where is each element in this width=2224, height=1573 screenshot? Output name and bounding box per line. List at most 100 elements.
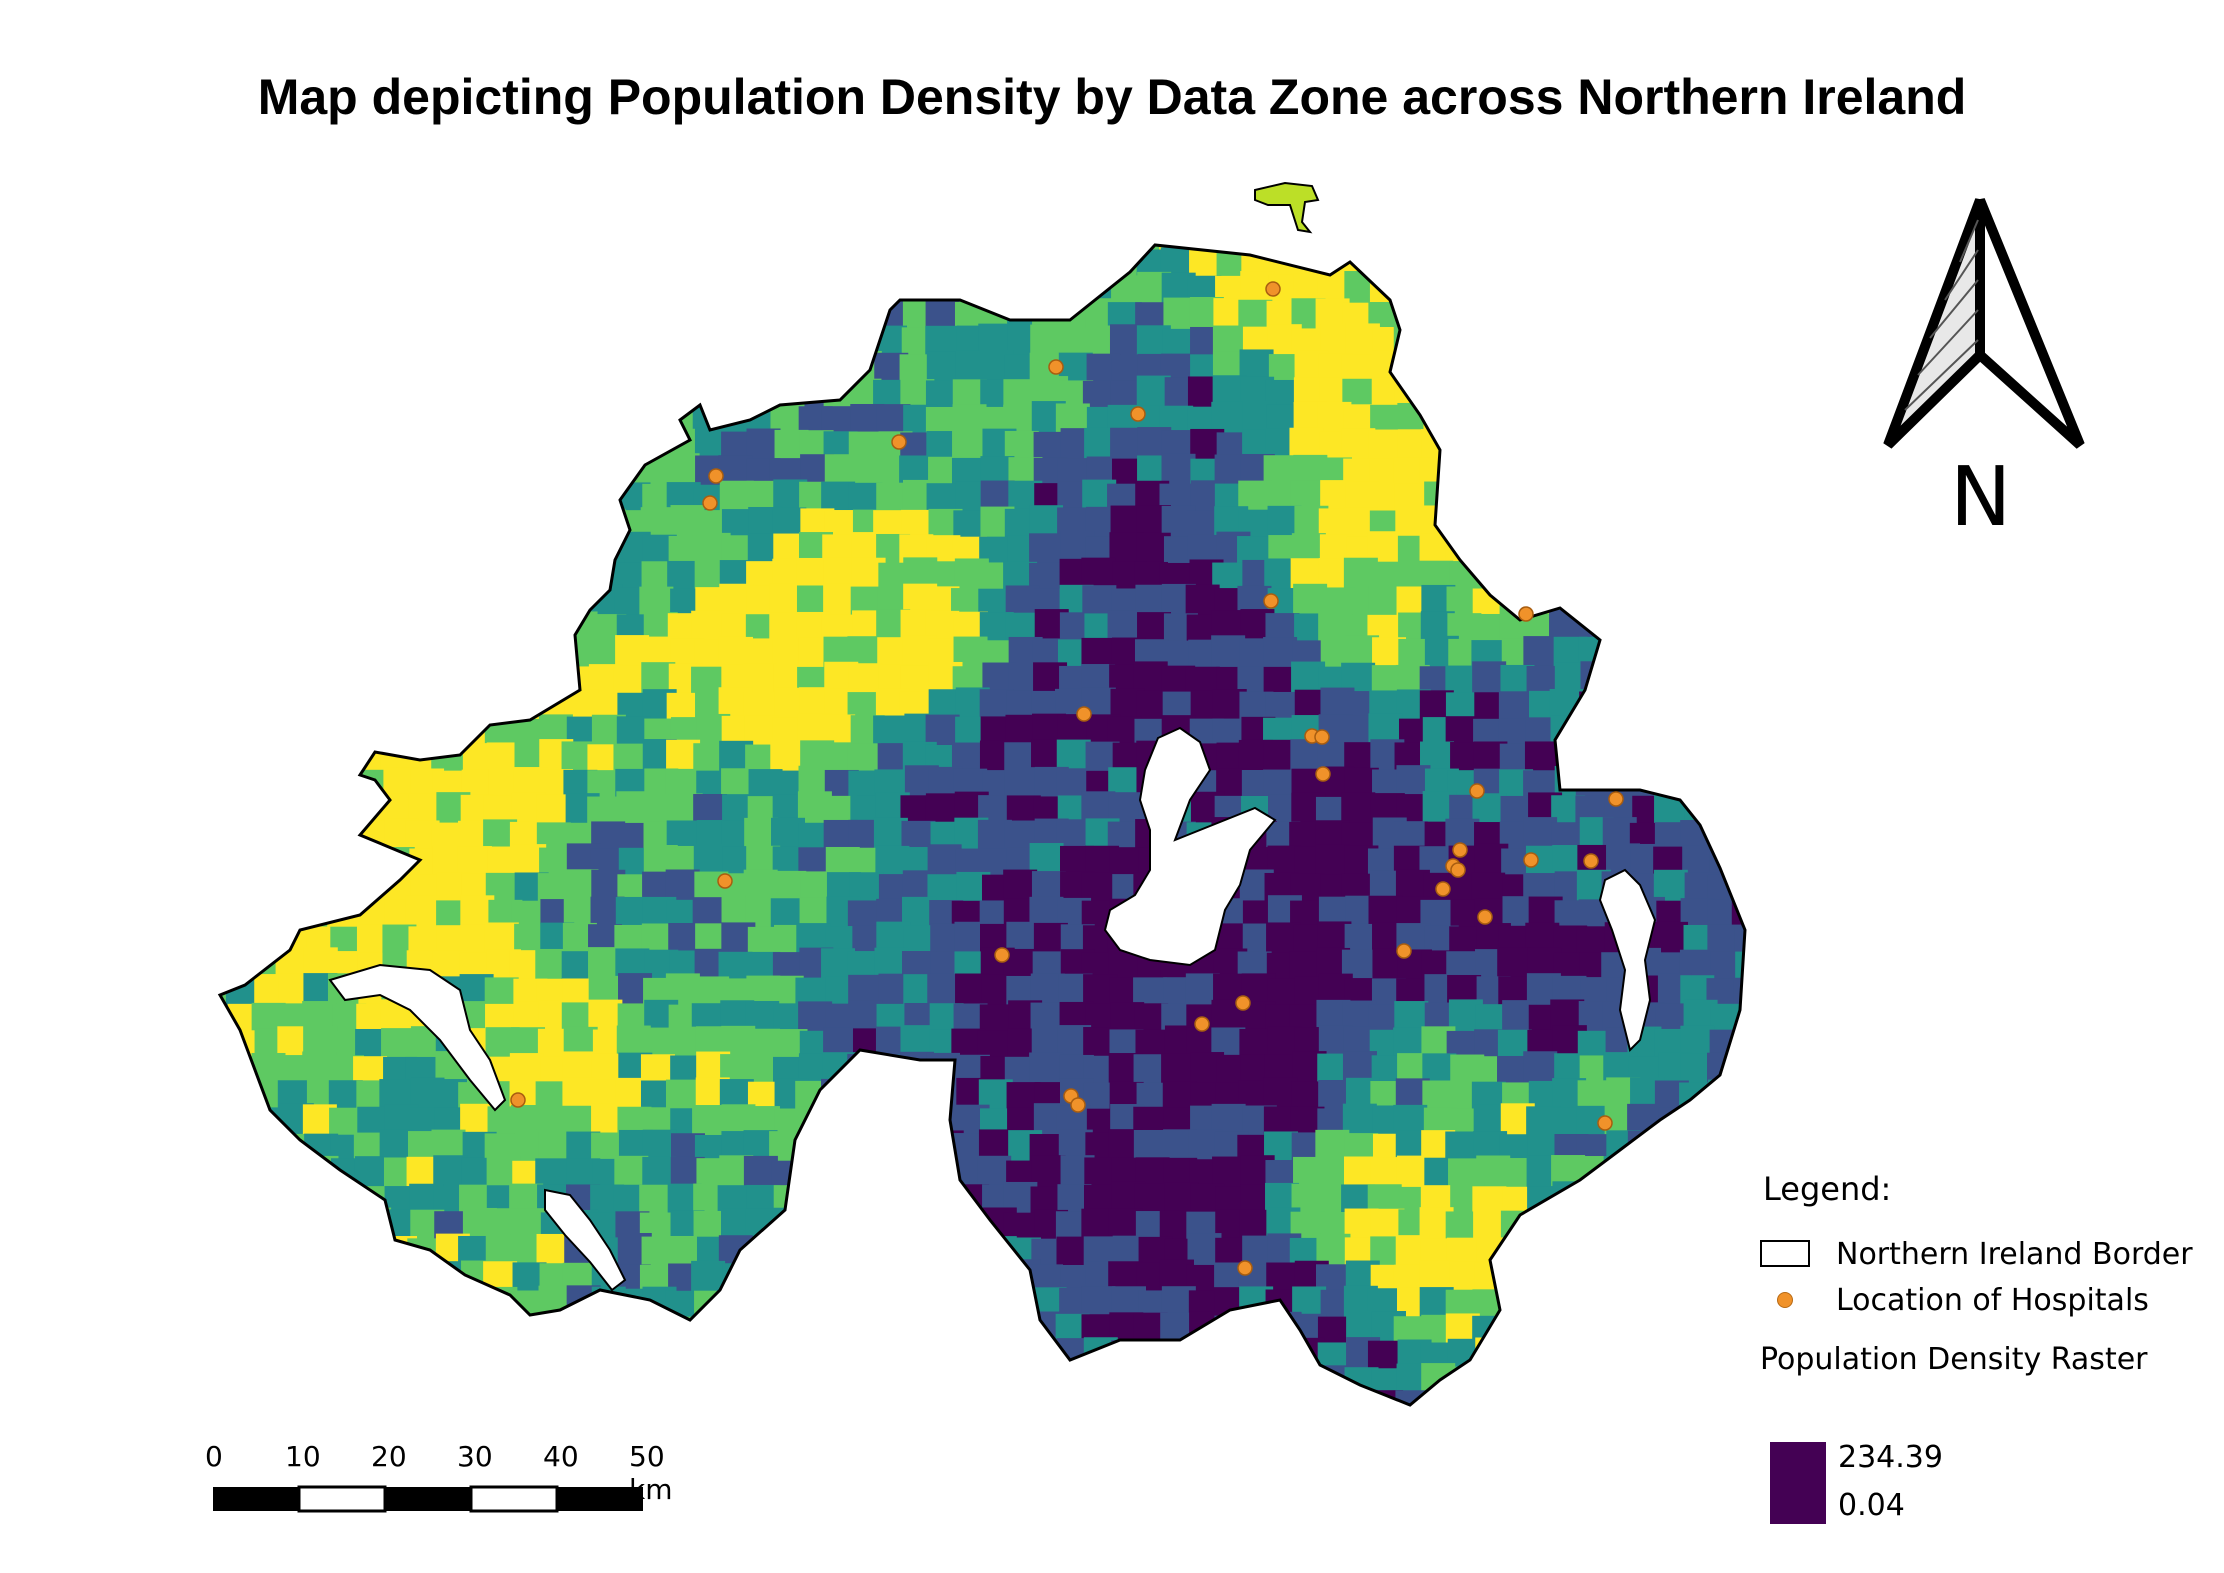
data-zone-cell bbox=[1497, 249, 1532, 284]
data-zone-cell bbox=[1606, 323, 1641, 358]
data-zone-cell bbox=[227, 1342, 262, 1377]
data-zone-cell bbox=[1579, 458, 1614, 493]
data-zone-cell bbox=[795, 273, 830, 308]
data-zone-cell bbox=[436, 534, 471, 569]
data-zone-cell bbox=[1733, 559, 1745, 594]
data-zone-cell bbox=[253, 458, 288, 493]
data-zone-cell bbox=[358, 350, 393, 385]
data-zone-cell bbox=[431, 1286, 466, 1321]
data-zone-cell bbox=[825, 1259, 860, 1294]
data-zone-cell bbox=[302, 791, 337, 826]
data-zone-cell bbox=[251, 534, 286, 569]
data-zone-cell bbox=[874, 245, 909, 280]
data-zone-cell bbox=[226, 1209, 261, 1244]
data-zone-cell bbox=[1528, 1418, 1562, 1452]
data-zone-cell bbox=[327, 302, 362, 337]
data-zone-cell bbox=[354, 429, 389, 464]
data-zone-cell bbox=[1524, 1211, 1559, 1246]
scale-tick-0: 0 bbox=[205, 1440, 223, 1473]
data-zone-cell bbox=[535, 354, 570, 389]
data-zone-cell bbox=[1473, 1363, 1508, 1398]
data-zone-cell bbox=[1736, 716, 1745, 751]
data-zone-cell bbox=[406, 1365, 441, 1400]
data-zone-cell bbox=[276, 583, 311, 618]
data-zone-cell bbox=[357, 1316, 392, 1351]
data-zone-cell bbox=[379, 663, 414, 698]
data-zone-cell bbox=[1372, 247, 1407, 282]
data-zone-cell bbox=[926, 1212, 961, 1247]
data-zone-cell bbox=[852, 245, 887, 255]
data-zone-cell bbox=[1576, 1316, 1611, 1351]
data-zone-cell bbox=[1553, 1339, 1588, 1374]
data-zone-cell bbox=[1264, 1366, 1299, 1401]
data-zone-cell bbox=[1731, 1184, 1745, 1219]
data-zone-cell bbox=[1525, 484, 1560, 519]
data-zone-cell bbox=[537, 1394, 572, 1405]
data-zone-cell bbox=[1501, 1337, 1536, 1372]
data-zone-cell bbox=[901, 1364, 936, 1399]
data-zone-cell bbox=[220, 1365, 232, 1400]
data-zone-cell bbox=[1475, 1416, 1509, 1450]
data-zone-cell bbox=[301, 561, 336, 596]
data-zone-cell bbox=[409, 429, 444, 464]
data-zone-cell bbox=[253, 1417, 287, 1451]
data-zone-cell bbox=[1526, 326, 1561, 361]
data-zone-cell bbox=[927, 196, 961, 230]
data-zone-cell bbox=[220, 1313, 236, 1348]
data-zone-cell bbox=[383, 557, 418, 592]
data-zone-cell bbox=[719, 1316, 754, 1351]
data-zone-cell bbox=[1604, 665, 1639, 700]
data-zone-cell bbox=[327, 769, 362, 804]
data-zone-cell bbox=[460, 406, 495, 441]
data-zone-cell bbox=[720, 350, 755, 385]
hospital-marker bbox=[510, 1092, 526, 1108]
data-zone-cell bbox=[301, 455, 336, 490]
hospital-marker bbox=[1477, 909, 1493, 925]
data-zone-cell bbox=[566, 302, 601, 337]
data-zone-cell bbox=[590, 168, 624, 202]
data-zone-cell bbox=[562, 1314, 597, 1349]
data-zone-cell bbox=[328, 431, 363, 466]
data-zone-cell bbox=[1499, 276, 1534, 311]
data-zone-cell bbox=[228, 1391, 263, 1405]
data-zone-cell bbox=[328, 561, 363, 596]
data-zone-cell bbox=[1523, 299, 1558, 334]
data-zone-cell bbox=[1601, 1364, 1636, 1399]
data-zone-cell bbox=[717, 273, 752, 308]
data-zone-cell bbox=[278, 692, 313, 727]
data-zone-cell bbox=[220, 483, 232, 518]
data-zone-cell bbox=[303, 1314, 338, 1349]
hospital-marker bbox=[1048, 359, 1064, 375]
data-zone-cell bbox=[795, 193, 829, 227]
data-zone-cell bbox=[252, 845, 287, 880]
data-zone-cell bbox=[874, 1311, 909, 1346]
data-zone-cell bbox=[743, 376, 778, 411]
data-zone-cell bbox=[1733, 1081, 1745, 1116]
data-zone-cell bbox=[1449, 247, 1484, 282]
data-zone-cell bbox=[331, 167, 365, 201]
data-zone-cell bbox=[459, 352, 494, 387]
data-zone-cell bbox=[1605, 353, 1640, 388]
data-zone-cell bbox=[276, 767, 311, 802]
data-zone-cell bbox=[1632, 275, 1667, 310]
data-zone-cell bbox=[226, 276, 261, 311]
data-zone-cell bbox=[695, 351, 730, 386]
data-zone-cell bbox=[459, 691, 494, 726]
data-zone-cell bbox=[773, 171, 807, 205]
data-zone-cell bbox=[1450, 300, 1485, 335]
data-zone-cell bbox=[746, 1392, 781, 1405]
data-zone-cell bbox=[277, 1364, 312, 1399]
data-zone-cell bbox=[772, 247, 807, 282]
data-zone-cell bbox=[226, 793, 261, 828]
data-zone-cell bbox=[877, 1159, 912, 1194]
data-zone-cell bbox=[405, 1420, 439, 1454]
raster-min-label: 0.04 bbox=[1838, 1488, 1905, 1523]
data-zone-cell bbox=[951, 1314, 986, 1349]
data-zone-cell bbox=[1732, 638, 1745, 673]
data-zone-cell bbox=[589, 1391, 624, 1405]
data-zone-cell bbox=[513, 1313, 548, 1348]
data-zone-cell bbox=[513, 379, 548, 414]
data-zone-cell bbox=[1601, 1337, 1636, 1372]
data-zone-cell bbox=[1655, 484, 1690, 519]
data-zone-cell bbox=[1006, 1363, 1041, 1398]
